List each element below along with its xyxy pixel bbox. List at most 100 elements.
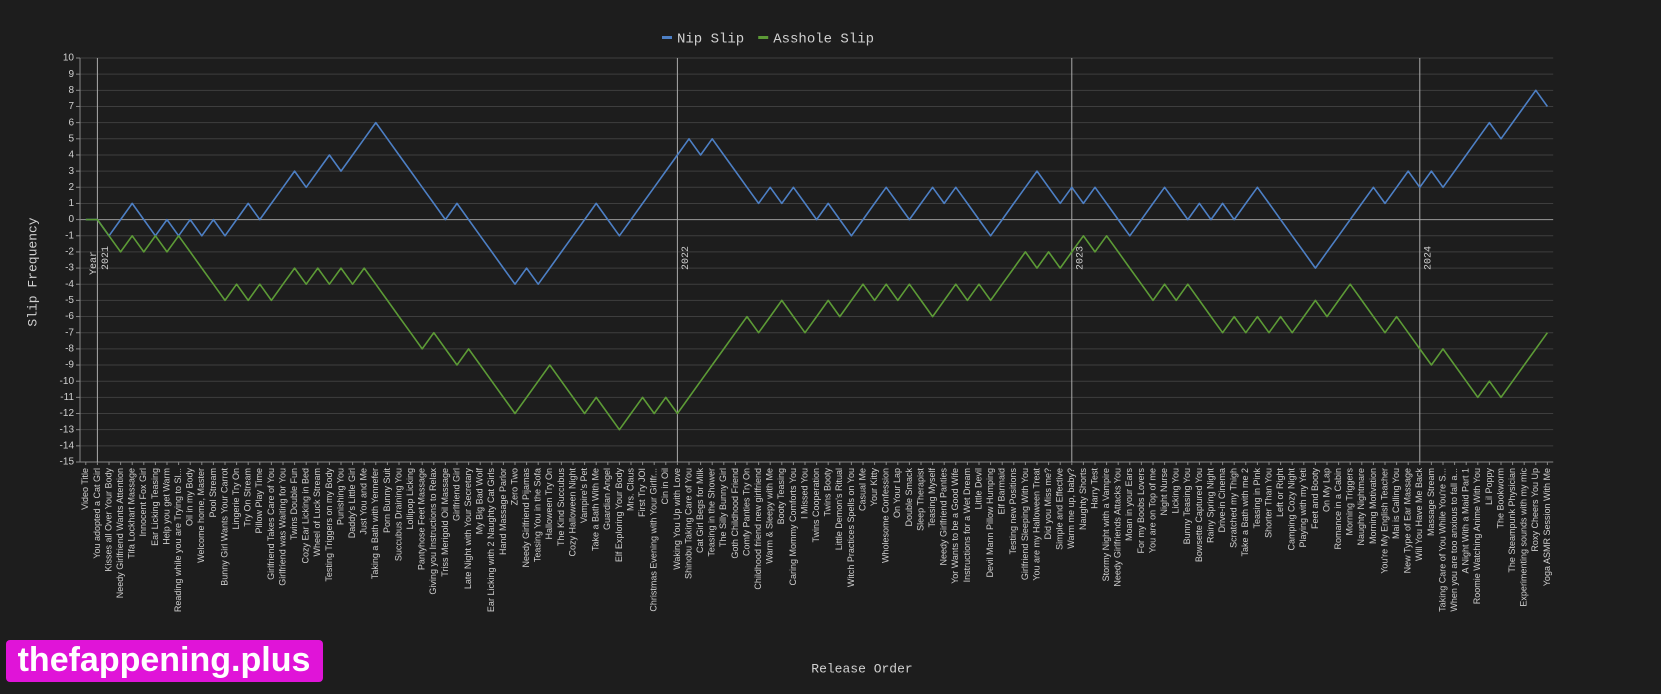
x-tick-label: Cin in Oil [660, 468, 670, 505]
x-tick-label: Scratched my Thigh [1229, 468, 1239, 548]
x-tick-label: Needy Girlfriend Pijamas [521, 468, 531, 568]
x-tick-label: Wholesome Confession [881, 468, 891, 563]
legend-swatch [758, 36, 769, 39]
y-tick-label: -6 [65, 311, 74, 322]
y-tick-label: 2 [68, 182, 74, 193]
y-tick-label: -12 [60, 408, 75, 419]
x-tick-label: Instructions for a Wet Dream [962, 468, 972, 582]
x-tick-label: Cat Girl Begs for Milk [695, 468, 705, 554]
x-tick-label: Girlfriend Girl [451, 468, 461, 521]
x-tick-label: You're My English Teacher [1379, 468, 1389, 574]
x-tick-label: Teasing in the Shower [707, 468, 717, 557]
legend-label: Asshole Slip [773, 32, 874, 48]
series-line [85, 218, 1549, 431]
x-tick-label: Giving you Instructions to Relax [428, 468, 438, 595]
x-tick-label: I Missed You [799, 468, 809, 519]
x-tick-label: The Steampunk Physician [1507, 468, 1517, 573]
y-tick-label: -3 [65, 263, 74, 274]
x-tick-label: Help you get Warm [161, 468, 171, 545]
x-tick-label: Pantyhose Feet Massage [417, 468, 427, 570]
x-tick-label: Late Night with Your Secretary [463, 468, 473, 590]
y-tick-label: 9 [68, 69, 74, 80]
x-tick-label: You are my Halloween Treat [1031, 468, 1041, 581]
y-tick-label: 1 [68, 198, 74, 209]
x-tick-label: Casual Me [857, 468, 867, 511]
x-tick-label: Moan in your Ears [1124, 468, 1134, 542]
x-tick-label: You are on Top of me [1147, 468, 1157, 553]
x-tick-label: Booty Teasing [776, 468, 786, 524]
x-tick-label: Needy Girlfriend Wants Attention [115, 468, 125, 598]
x-tick-label: Yoga ASMR Session With Me [1542, 468, 1552, 586]
x-tick-label: Mrs. Claus [625, 468, 635, 512]
x-tick-label: Kisses all Over Your Body [103, 468, 113, 572]
x-tick-label: Roxy Cheers You Up [1530, 468, 1540, 552]
x-tick-label: Massage Stream [1426, 468, 1436, 536]
x-tick-label: Playing with my Yeti [1298, 468, 1308, 548]
x-tick-label: Camping Cozy Night [1287, 468, 1297, 551]
x-tick-label: Girlfriend Takes Care of You [266, 468, 276, 580]
x-tick-label: Licking You [1171, 468, 1181, 514]
x-tick-label: Christmas Evening with Your Girlfr... [649, 468, 659, 612]
y-tick-label: 3 [68, 166, 74, 177]
x-tick-label: New Type of Ear Massage [1403, 468, 1413, 573]
x-tick-label: Comfy Panties Try On [741, 468, 751, 556]
x-tick-label: Little Devil [973, 468, 983, 510]
x-tick-label: Warm me up, baby? [1066, 468, 1076, 549]
x-axis-label: Release Order [811, 661, 912, 676]
y-tick-label: -5 [65, 295, 74, 306]
x-tick-label: A Night With a Maid Part 1 [1461, 468, 1471, 574]
x-tick-label: Needy Girlfriend Panties [939, 468, 949, 566]
x-tick-label: Halloween Try On [544, 468, 554, 540]
x-tick-label: Elf Barmaid [997, 468, 1007, 515]
x-tick-label: Needy Girlfriends Attacks You [1113, 468, 1123, 587]
y-tick-label: -2 [65, 247, 74, 258]
y-tick-label: -4 [65, 279, 74, 290]
x-tick-label: Vampire's Pet [579, 468, 589, 524]
x-tick-label: Double Smack [904, 468, 914, 527]
x-tick-label: Romance in a Cabin [1333, 468, 1343, 550]
y-tick-label: -14 [60, 440, 75, 451]
x-tick-label: Childhood friend new girlfriend [753, 468, 763, 590]
x-tick-label: Cozy Halloween Night [567, 468, 577, 557]
x-tick-label: Oil in my Body [185, 468, 195, 527]
x-tick-label: On Your Lap [892, 468, 902, 518]
x-tick-label: Goth Childhood Friend [730, 468, 740, 559]
legend-label: Nip Slip [677, 32, 744, 48]
x-tick-label: When you are too anxious to fall a... [1449, 468, 1459, 612]
x-tick-label: Teasing in Pink [1252, 468, 1262, 529]
x-tick-label: Your Kitty [869, 468, 879, 507]
y-tick-label: -10 [60, 376, 75, 387]
x-tick-label: Mai is Calling You [1391, 468, 1401, 539]
y-tick-label: -9 [65, 360, 74, 371]
x-tick-label: Welcome home, Master [196, 468, 206, 563]
x-tick-label: Zero Two [509, 468, 519, 505]
x-tick-label: Porn Bunny Suit [382, 468, 392, 534]
year-marker-label: 2023 [1075, 246, 1086, 270]
x-tick-label: Harry Test [1089, 468, 1099, 509]
series-line [85, 89, 1549, 285]
x-tick-label: Succubus Draining You [393, 468, 403, 561]
watermark: thefappening.plus [18, 641, 311, 679]
x-tick-label: Drive-in Cinema [1217, 468, 1227, 533]
x-tick-label: Just You and Me [359, 468, 369, 535]
x-tick-label: Guardian Angel [602, 468, 612, 530]
x-tick-label: Yor Wants to be a Good Wife [950, 468, 960, 584]
legend-swatch [662, 36, 672, 39]
x-tick-label: Bowsette Captured You [1194, 468, 1204, 562]
x-tick-label: The Silly Bunny Girl [718, 468, 728, 547]
x-tick-label: Morning Triggers [1345, 468, 1355, 536]
x-tick-label: Ear Licking Teasing [150, 468, 160, 546]
y-tick-label: 10 [63, 53, 75, 64]
x-tick-label: Night Nurse [1159, 468, 1169, 516]
x-tick-label: Twins Cooperation [811, 468, 821, 543]
x-tick-label: Tifa Lockhart Massage [127, 468, 137, 559]
x-tick-label: Cozy Ear Licking in Bed [301, 468, 311, 564]
x-tick-label: Left or Right [1275, 468, 1285, 518]
x-tick-label: Did you Miss me? [1043, 468, 1053, 540]
x-tick-label: Taking Care of You While You're S... [1437, 468, 1447, 612]
x-tick-label: Testing Triggers on my Body [324, 468, 334, 582]
x-tick-label: You adopted a Cat Girl [92, 468, 102, 559]
